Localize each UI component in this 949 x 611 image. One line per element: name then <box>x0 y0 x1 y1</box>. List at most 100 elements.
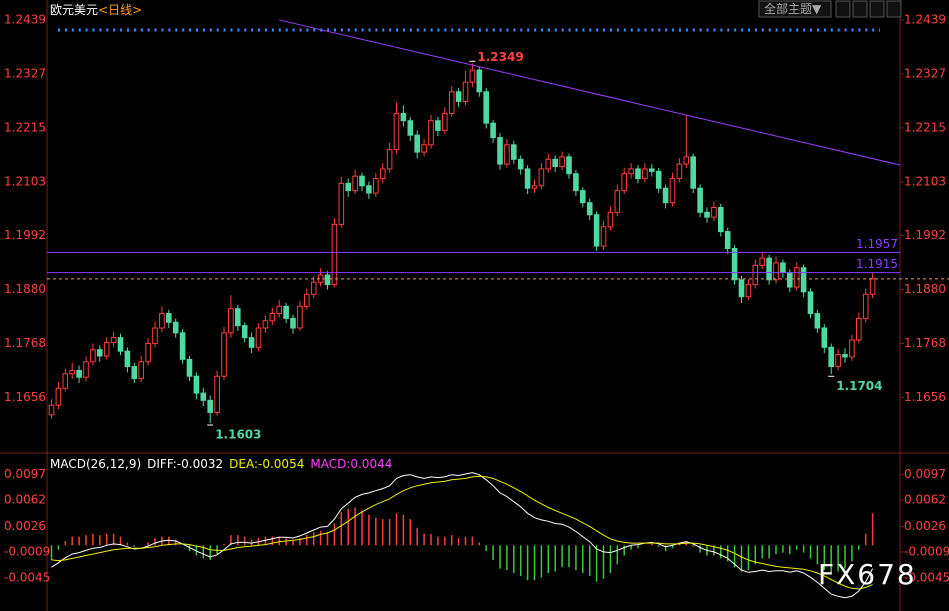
tool-button[interactable] <box>886 0 902 18</box>
candle-body <box>407 120 414 136</box>
candle-body <box>711 206 717 218</box>
candle-body <box>138 361 144 380</box>
candle-body <box>442 112 448 131</box>
theme-button-label: 全部主题▼ <box>764 1 822 16</box>
candle-body <box>97 349 103 357</box>
candle-body <box>400 112 407 122</box>
candle-body <box>497 137 503 165</box>
candle-body <box>186 358 193 377</box>
y-tick-label: 1.1656 <box>904 390 946 404</box>
legend-entry: MACD:0.0044 <box>310 457 392 471</box>
candle-body <box>276 305 282 315</box>
candle-body <box>145 342 151 363</box>
candle-body <box>55 387 62 406</box>
y-tick-label: 1.2327 <box>4 66 46 80</box>
tool-button[interactable] <box>852 0 868 18</box>
candle-body <box>869 278 876 295</box>
candle-body <box>787 272 793 288</box>
candle-body <box>580 190 586 204</box>
y-tick-label: 0.0026 <box>904 519 946 533</box>
candle-body <box>331 223 338 286</box>
candle-body <box>856 317 862 341</box>
y-tick-label: -0.0009 <box>4 544 50 558</box>
candle-body <box>221 332 227 377</box>
candle-body <box>531 185 538 189</box>
candle-body <box>83 361 89 378</box>
candle-body <box>614 190 621 213</box>
y-tick-label: 0.0026 <box>4 519 46 533</box>
candle-body <box>807 291 814 315</box>
plot: 1.2439 1.2439 1.2327 1.2327 1.2215 1.2215 1.21… <box>4 12 949 599</box>
tool-button[interactable] <box>835 0 851 18</box>
candle-body <box>828 346 835 368</box>
candle-body <box>704 211 710 218</box>
extreme-label: 1.2349 <box>477 50 523 64</box>
candle-body <box>559 156 565 168</box>
y-tick-label: 0.0062 <box>4 493 46 507</box>
candle-body <box>849 339 855 358</box>
y-tick-label: -0.0045 <box>904 571 949 585</box>
candle-body <box>448 91 455 114</box>
candle-body <box>235 308 241 327</box>
y-tick-label: -0.0009 <box>904 544 949 558</box>
candle-body <box>628 168 634 175</box>
candle-body <box>669 178 676 204</box>
candle-body <box>152 327 158 344</box>
candle-body <box>435 120 441 131</box>
candle-body <box>214 375 220 413</box>
y-tick-label: 1.2439 <box>4 12 46 26</box>
candle-body <box>386 149 393 170</box>
candle-body <box>166 313 172 323</box>
candle-body <box>676 163 683 180</box>
y-tick-label: -0.0045 <box>4 571 50 585</box>
candle-body <box>179 332 186 360</box>
candle-body <box>586 202 593 216</box>
candle-body <box>862 293 869 319</box>
y-tick-label: 1.2327 <box>904 66 946 80</box>
candle-body <box>814 313 821 329</box>
candle-body <box>366 185 372 194</box>
y-tick-label: 0.0097 <box>4 467 46 481</box>
candle-body <box>248 337 255 348</box>
candle-body <box>793 267 800 288</box>
watermark: FX678 <box>818 558 917 591</box>
y-tick-label: 1.1880 <box>4 282 46 296</box>
candle-body <box>649 168 655 172</box>
extreme-label: 1.1704 <box>836 379 882 393</box>
candle-body <box>621 173 628 192</box>
candle-body <box>455 91 462 102</box>
candle-body <box>200 392 207 401</box>
y-tick-label: 0.0097 <box>904 467 946 481</box>
candle-body <box>566 156 572 175</box>
candle-body <box>476 69 483 93</box>
candle-body <box>269 313 276 322</box>
candle-body <box>159 313 165 329</box>
candle-body <box>517 158 524 170</box>
y-tick-label: 1.1656 <box>4 390 46 404</box>
title-period: <日线> <box>98 3 142 17</box>
candle-body <box>48 404 55 416</box>
candle-body <box>304 293 310 307</box>
candle-body <box>324 274 331 286</box>
candle-body <box>545 158 552 170</box>
candle-body <box>607 211 614 228</box>
theme-button[interactable] <box>758 0 832 18</box>
candle-body <box>683 156 690 165</box>
chart-title: 欧元美元<日线> <box>50 3 142 17</box>
candle-body <box>359 175 365 187</box>
candle-body <box>124 350 131 368</box>
candle-body <box>552 158 559 168</box>
candle-body <box>745 284 752 298</box>
candle-body <box>110 337 117 343</box>
y-tick-label: 1.1768 <box>904 336 946 350</box>
tool-button[interactable] <box>869 0 885 18</box>
candle-body <box>103 341 110 357</box>
candle-body <box>469 69 476 83</box>
candle-body <box>766 257 772 281</box>
candle-body <box>262 320 269 329</box>
candle-body <box>428 120 434 146</box>
candle-body <box>345 182 351 192</box>
candle-body <box>172 321 179 334</box>
